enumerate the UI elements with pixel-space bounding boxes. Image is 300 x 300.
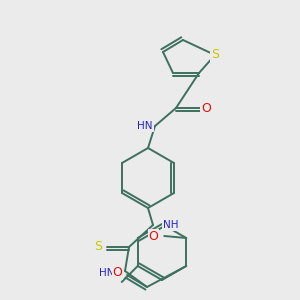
Text: HN: HN — [100, 268, 115, 278]
Text: O: O — [148, 230, 158, 242]
Text: O: O — [112, 266, 122, 280]
Text: O: O — [201, 101, 211, 115]
Text: S: S — [211, 49, 219, 62]
Text: NH: NH — [163, 220, 178, 230]
Text: S: S — [94, 241, 102, 254]
Text: HN: HN — [137, 121, 153, 131]
